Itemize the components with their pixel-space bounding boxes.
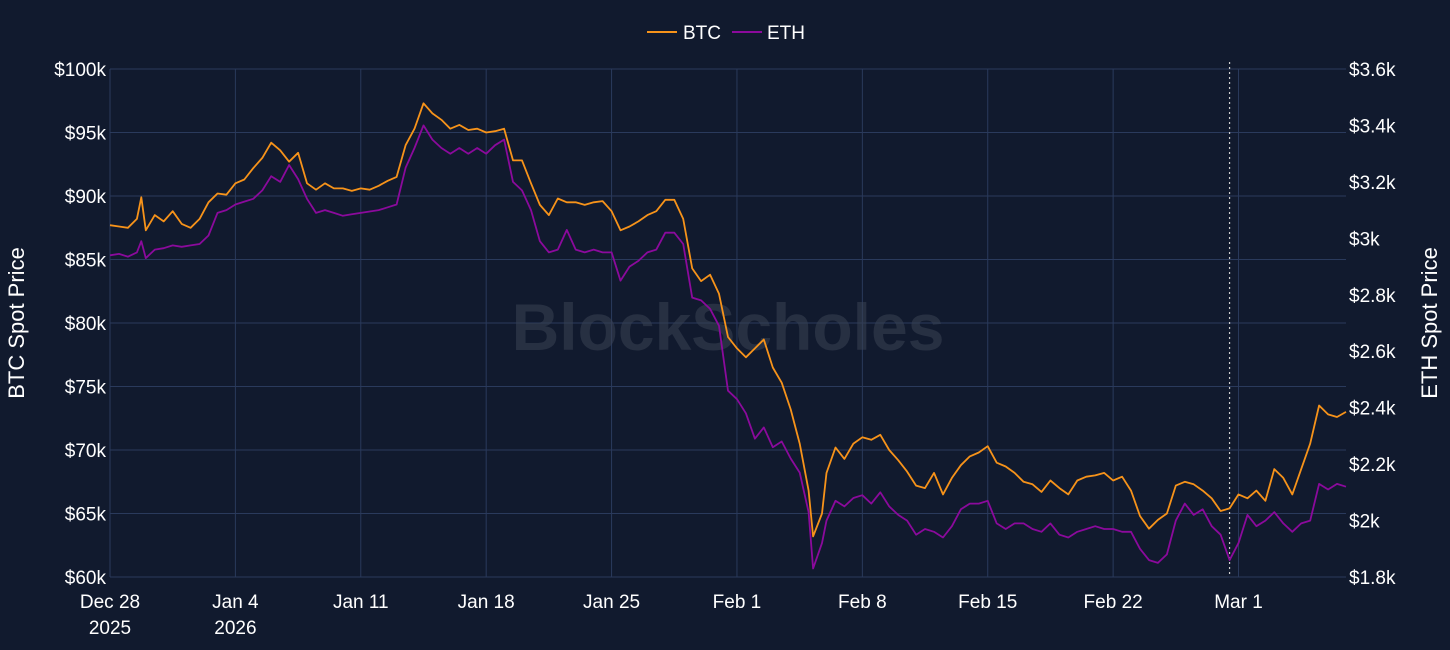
- x-tick-label: Feb 1: [713, 592, 762, 613]
- x-tick-label: Dec 28: [80, 592, 140, 613]
- tick-labels: $60k $65k $70k $75k $80k $85k $90k $95k $100k $1.…: [54, 60, 1396, 639]
- legend-btc-label: BTC: [683, 23, 721, 44]
- gridlines: [109, 68, 1346, 578]
- x-tick-label: Jan 25: [583, 592, 640, 613]
- series-line-btc: [109, 102, 1347, 538]
- x-tick-label: Jan 4: [212, 592, 259, 613]
- y-left-tick-label: $65k: [65, 505, 107, 526]
- x-tick-label: Jan 11: [333, 592, 389, 613]
- y-left-tick-label: $70k: [65, 441, 107, 462]
- x-tick-label: Mar 1: [1214, 592, 1263, 613]
- y-right-tick-label: $1.8k: [1349, 568, 1396, 589]
- x-tick-label: Feb 22: [1084, 592, 1143, 613]
- y-right-tick-label: $3.6k: [1349, 60, 1396, 81]
- x-tick-label: Feb 8: [838, 592, 887, 613]
- watermark-logo: BlockScholes: [512, 290, 945, 364]
- legend-item-eth[interactable]: ETH: [732, 23, 805, 44]
- series-layer: [109, 102, 1347, 570]
- y-right-tick-label: $2.6k: [1349, 342, 1396, 363]
- y-right-axis-title: ETH Spot Price: [1417, 247, 1442, 399]
- y-left-tick-label: $80k: [65, 314, 107, 335]
- y-left-tick-label: $75k: [65, 378, 107, 399]
- y-left-tick-label: $60k: [65, 568, 107, 589]
- x-tick-label: Jan 18: [458, 592, 515, 613]
- y-left-tick-label: $90k: [65, 187, 107, 208]
- y-left-tick-label: $95k: [65, 124, 107, 145]
- y-right-tick-label: $3.4k: [1349, 116, 1396, 137]
- series-line-eth: [109, 124, 1347, 570]
- x-tick-sublabel: 2026: [214, 618, 256, 639]
- y-right-tick-label: $2.2k: [1349, 455, 1396, 476]
- y-right-tick-label: $3.2k: [1349, 173, 1396, 194]
- y-left-tick-label: $100k: [54, 60, 106, 81]
- y-left-tick-label: $85k: [65, 251, 107, 272]
- legend[interactable]: BTC ETH: [647, 23, 805, 44]
- y-right-tick-label: $2k: [1349, 512, 1380, 533]
- y-right-tick-label: $2.8k: [1349, 286, 1396, 307]
- y-left-axis-title: BTC Spot Price: [4, 247, 29, 399]
- y-right-tick-label: $3k: [1349, 229, 1380, 250]
- x-tick-sublabel: 2025: [89, 618, 131, 639]
- legend-item-btc[interactable]: BTC: [647, 23, 721, 44]
- y-right-tick-label: $2.4k: [1349, 399, 1396, 420]
- x-tick-label: Feb 15: [958, 592, 1017, 613]
- legend-eth-label: ETH: [767, 23, 805, 44]
